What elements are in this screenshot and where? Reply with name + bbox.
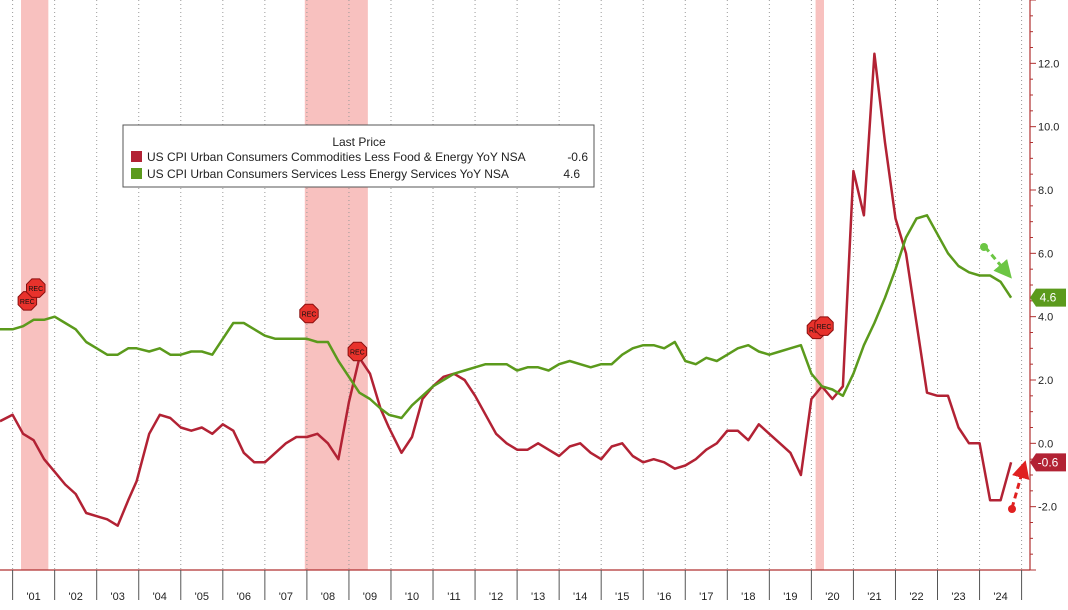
recession-band	[304, 0, 368, 570]
recession-band	[815, 0, 824, 570]
legend-box	[122, 124, 595, 188]
rec-marker: REC	[347, 341, 368, 362]
last-value-tag: 4.6	[1030, 288, 1066, 307]
rec-marker-label: REC	[817, 324, 832, 331]
green-trend-dot	[980, 243, 988, 251]
x-tick-label: '17	[699, 591, 713, 603]
x-tick-label: '05	[195, 591, 209, 603]
legend-value-commodities: -0.6	[567, 150, 588, 164]
x-tick-label: '18	[741, 591, 755, 603]
x-tick-label: '12	[489, 591, 503, 603]
x-tick-label: '22	[909, 591, 923, 603]
x-tick-label: '02	[69, 591, 83, 603]
x-tick-label: '08	[321, 591, 335, 603]
legend-swatch-services	[131, 168, 142, 179]
green-trend-arrow	[983, 246, 1012, 279]
y-tick-label: -2.0	[1038, 502, 1057, 514]
legend-value-services: 4.6	[563, 167, 580, 181]
y-tick-label: 10.0	[1038, 122, 1059, 134]
x-tick-label: '10	[405, 591, 419, 603]
x-tick-label: '20	[825, 591, 839, 603]
legend-label-services: US CPI Urban Consumers Services Less Ene…	[147, 167, 509, 181]
rec-marker-label: REC	[28, 286, 43, 293]
legend-swatch-commodities	[131, 151, 142, 162]
rec-marker: REC	[299, 303, 319, 324]
rec-marker: REC	[26, 278, 46, 298]
x-tick-label: '03	[111, 591, 125, 603]
legend-label-commodities: US CPI Urban Consumers Commodities Less …	[147, 150, 526, 164]
series-line-services	[0, 214, 1013, 420]
red-trend-dot	[1008, 505, 1016, 513]
rec-marker: REC	[814, 316, 834, 336]
x-tick-label: '15	[615, 591, 629, 603]
y-tick-label: 8.0	[1038, 185, 1053, 197]
rec-marker-label: REC	[302, 312, 317, 319]
red-trend-arrow	[1010, 460, 1030, 509]
x-tick-label: '16	[657, 591, 671, 603]
trend-annotations	[980, 243, 1030, 513]
x-tick-label: '23	[951, 591, 965, 603]
rec-marker-label: REC	[20, 299, 35, 306]
legend: Last Price US CPI Urban Consumers Commod…	[122, 124, 595, 188]
legend-header: Last Price	[332, 135, 386, 149]
last-value-tag-label: -0.6	[1038, 455, 1059, 469]
y-tick-label: 2.0	[1038, 375, 1053, 387]
y-tick-label: 0.0	[1038, 438, 1053, 450]
last-value-tag: -0.6	[1030, 453, 1066, 472]
y-tick-label: 12.0	[1038, 58, 1059, 70]
x-tick-label: '06	[237, 591, 251, 603]
x-tick-label: '04	[153, 591, 167, 603]
x-tick-label: '11	[447, 591, 461, 603]
y-tick-label: 6.0	[1038, 248, 1053, 260]
x-tick-label: '14	[573, 591, 587, 603]
x-tick-label: '24	[993, 591, 1007, 603]
x-tick-label: '09	[363, 591, 377, 603]
x-tick-label: '21	[867, 591, 881, 603]
rec-marker-label: REC	[350, 350, 365, 357]
last-value-tag-label: 4.6	[1040, 291, 1057, 305]
x-tick-label: '13	[531, 591, 545, 603]
y-tick-label: 4.0	[1038, 312, 1053, 324]
x-tick-label: '07	[279, 591, 293, 603]
x-tick-label: '01	[26, 591, 40, 603]
series-line-commodities	[0, 52, 1013, 527]
x-tick-label: '19	[783, 591, 797, 603]
